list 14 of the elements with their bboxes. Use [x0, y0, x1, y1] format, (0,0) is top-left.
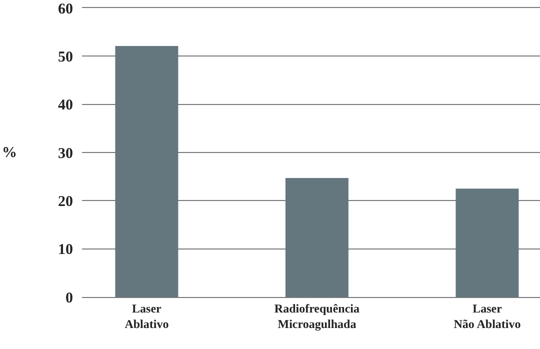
y-tick-label: 30: [58, 146, 73, 162]
y-tick-label: 40: [58, 98, 73, 114]
bar: [115, 46, 178, 297]
y-tick-label: 10: [58, 242, 73, 258]
x-tick-label: Laser Ablativo: [124, 301, 169, 331]
x-tick-label: Radiofrequência Microagulhada: [274, 301, 360, 331]
y-tick-label: 50: [58, 49, 73, 66]
x-tick-label: Laser Não Ablativo: [454, 301, 521, 331]
y-tick-label: 20: [58, 194, 73, 210]
y-tick-label: 60: [58, 1, 73, 18]
bar: [285, 178, 348, 297]
y-axis-title: %: [2, 145, 17, 161]
bar: [456, 188, 519, 297]
y-tick-label: 0: [66, 290, 73, 306]
